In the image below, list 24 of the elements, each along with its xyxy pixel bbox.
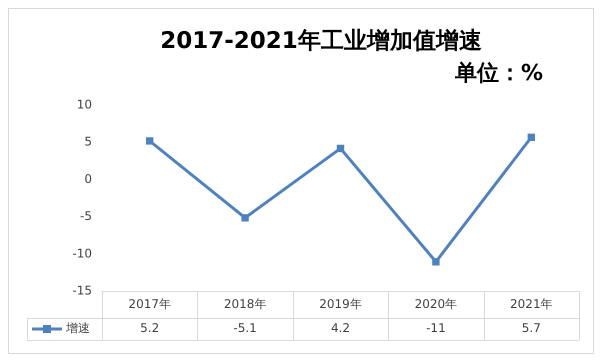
data-label: -11 (426, 321, 446, 336)
point (241, 214, 249, 222)
data-label: -5.1 (233, 321, 257, 336)
y-tick-label: 10 (76, 97, 92, 112)
x-tick-label: 2019年 (319, 296, 362, 311)
data-label: 4.2 (330, 321, 350, 336)
y-tick-label: 0 (84, 172, 92, 186)
point (528, 134, 535, 141)
y-tick-label: -10 (72, 246, 92, 260)
x-tick-label: 2021年 (510, 296, 553, 311)
x-tick-label: 2017年 (128, 296, 171, 311)
data-label: 5.7 (522, 321, 541, 336)
chart-subtitle: 单位：% (454, 60, 544, 88)
y-tick-label: -15 (72, 284, 92, 298)
y-tick-label: 5 (84, 134, 92, 149)
data-label: 5.2 (140, 321, 160, 336)
y-tick-label: -5 (80, 209, 92, 224)
chart-title: 2017-2021年工业增加值增速 (159, 27, 483, 56)
x-tick-label: 2020年 (414, 296, 458, 311)
legend-label: 增速 (65, 321, 90, 336)
point (432, 258, 440, 266)
point (146, 137, 154, 145)
point (336, 144, 344, 152)
x-tick-label: 2018年 (224, 296, 266, 311)
